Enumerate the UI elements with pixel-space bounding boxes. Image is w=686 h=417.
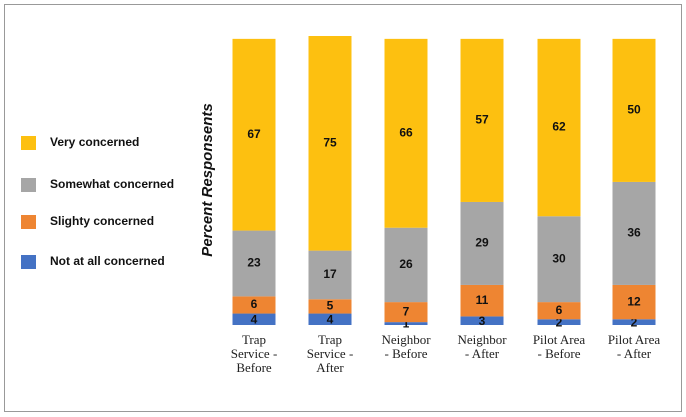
bar-segment <box>612 319 656 325</box>
x-tick-label: Trap Service - After <box>306 332 354 375</box>
data-label: 5 <box>327 299 334 313</box>
legend-swatch <box>21 215 36 229</box>
data-label: 30 <box>552 251 566 265</box>
bar-segment <box>384 227 428 303</box>
data-label: 57 <box>475 113 489 127</box>
bar-segment <box>384 322 428 325</box>
data-label: 12 <box>627 294 641 308</box>
x-tick-label: Pilot Area - Before <box>532 332 586 361</box>
data-label: 1 <box>403 317 410 331</box>
x-tick-label: Neighbor - After <box>457 332 507 361</box>
bar-segment <box>384 302 428 323</box>
bar-segment <box>232 313 276 325</box>
legend-swatch <box>21 255 36 269</box>
data-label: 75 <box>323 135 337 149</box>
bar-segment <box>460 316 504 325</box>
bar-segment <box>460 38 504 202</box>
legend-swatch <box>21 136 36 150</box>
bar-segment <box>232 38 276 231</box>
bar-segment <box>308 313 352 325</box>
bar-segment <box>308 36 352 251</box>
bar-segment <box>460 284 504 317</box>
data-label: 62 <box>552 120 566 134</box>
x-tick-label: Pilot Area - After <box>607 332 661 361</box>
bar-segment <box>460 201 504 285</box>
data-label: 66 <box>399 125 413 139</box>
data-label: 67 <box>247 127 261 141</box>
bar-segment <box>537 302 581 320</box>
data-label: 23 <box>247 256 261 270</box>
bar-segment <box>232 296 276 314</box>
legend-label: Not at all concerned <box>50 254 165 268</box>
data-label: 3 <box>479 314 486 328</box>
legend-label: Somewhat concerned <box>50 177 174 191</box>
data-label: 11 <box>476 293 489 307</box>
bar-segment <box>612 38 656 182</box>
legend-label: Slighty concerned <box>50 214 154 228</box>
bar-segment <box>537 216 581 303</box>
bar-segment <box>537 38 581 217</box>
bar-segment <box>308 250 352 300</box>
data-label: 6 <box>251 297 258 311</box>
data-label: 6 <box>556 303 563 317</box>
data-label: 7 <box>403 304 410 318</box>
bar-segment <box>612 284 656 320</box>
x-tick-label: Trap Service - Before <box>230 332 278 375</box>
data-label: 26 <box>399 257 413 271</box>
bar-segment <box>308 299 352 314</box>
data-label: 4 <box>251 312 258 326</box>
data-label: 4 <box>327 312 334 326</box>
data-label: 2 <box>556 315 563 329</box>
data-label: 36 <box>627 226 641 240</box>
data-label: 29 <box>475 236 489 250</box>
data-label: 50 <box>627 103 641 117</box>
data-label: 17 <box>323 267 337 281</box>
bar-segment <box>384 38 428 228</box>
bar-segment <box>612 181 656 285</box>
bar-segment <box>232 230 276 297</box>
legend-label: Very concerned <box>50 135 139 149</box>
legend-swatch <box>21 178 36 192</box>
bar-segment <box>537 319 581 325</box>
x-tick-label: Neighbor - Before <box>381 332 431 361</box>
data-label: 2 <box>631 315 638 329</box>
y-axis-label: Percent Responsents <box>199 103 216 256</box>
